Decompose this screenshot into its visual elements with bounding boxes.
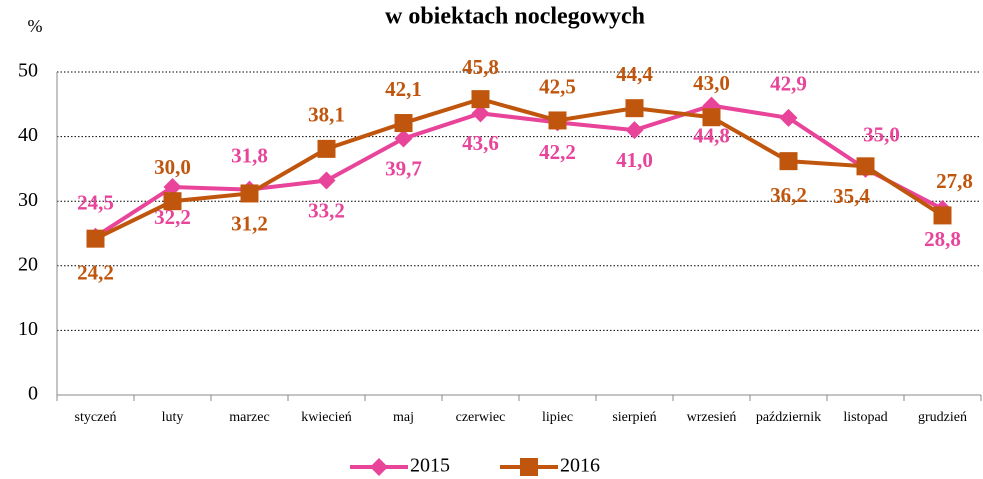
point-marker	[548, 111, 567, 130]
point-marker	[779, 108, 798, 127]
data-label: 42,1	[385, 77, 422, 101]
point-marker	[163, 177, 182, 196]
data-label: 38,1	[308, 103, 345, 127]
x-tick-label: grudzień	[918, 410, 967, 425]
point-marker	[625, 121, 644, 140]
data-label: 28,8	[924, 227, 961, 251]
x-tick-label: październik	[756, 410, 821, 425]
x-tick-label: listopad	[843, 410, 887, 425]
data-label: 42,9	[770, 72, 807, 96]
y-tick-label: 20	[18, 253, 38, 275]
point-marker	[370, 458, 388, 476]
data-label: 36,2	[770, 183, 807, 207]
data-label: 42,5	[539, 74, 576, 98]
x-tick-label: kwiecień	[301, 410, 352, 425]
y-axis-label: %	[28, 16, 43, 36]
series-line	[94, 97, 944, 241]
point-marker	[394, 129, 413, 148]
data-label: 35,0	[863, 123, 900, 147]
point-marker	[933, 206, 952, 225]
data-label: 24,2	[77, 260, 114, 284]
legend-label: 2015	[410, 455, 450, 477]
x-tick-label: czerwiec	[456, 410, 506, 425]
point-marker	[240, 184, 259, 203]
data-label: 39,7	[385, 156, 422, 180]
x-tick-label: sierpień	[612, 410, 656, 425]
y-tick-label: 10	[18, 318, 38, 340]
data-label: 45,8	[462, 55, 499, 79]
data-label: 24,5	[77, 191, 114, 215]
x-tick-label: wrzesień	[687, 410, 737, 425]
data-label: 35,4	[833, 184, 870, 208]
point-marker	[702, 108, 721, 127]
y-tick-label: 50	[18, 60, 38, 82]
point-marker	[779, 152, 798, 171]
x-tick-label: lipiec	[542, 410, 573, 425]
x-tick-label: luty	[162, 410, 184, 425]
data-label: 44,4	[616, 62, 653, 86]
point-marker	[86, 229, 105, 248]
point-marker	[520, 458, 538, 476]
x-tick-label: styczeń	[75, 410, 117, 425]
y-tick-label: 0	[28, 383, 38, 405]
data-label: 43,6	[462, 131, 499, 155]
y-tick-label: 40	[18, 124, 38, 146]
point-marker	[856, 157, 875, 176]
point-marker	[317, 139, 336, 158]
data-label: 41,0	[616, 148, 653, 172]
point-marker	[471, 90, 490, 109]
point-marker	[394, 114, 413, 133]
data-label: 27,8	[936, 169, 973, 193]
point-marker	[317, 171, 336, 190]
data-label: 43,0	[693, 71, 730, 95]
data-label: 42,2	[539, 140, 576, 164]
y-tick-label: 30	[18, 189, 38, 211]
data-label: 44,8	[693, 123, 730, 147]
data-label: 30,0	[154, 155, 191, 179]
point-marker	[625, 99, 644, 118]
data-label: 31,2	[231, 211, 268, 235]
x-tick-label: marzec	[229, 410, 269, 425]
series-line	[94, 103, 944, 239]
data-label: 31,8	[231, 143, 268, 167]
legend-label: 2016	[560, 455, 600, 477]
data-label: 33,2	[308, 198, 345, 222]
chart-title: w obiektach noclegowych	[385, 4, 645, 30]
point-marker	[163, 192, 182, 211]
x-tick-label: maj	[393, 410, 414, 425]
point-marker	[471, 104, 490, 123]
